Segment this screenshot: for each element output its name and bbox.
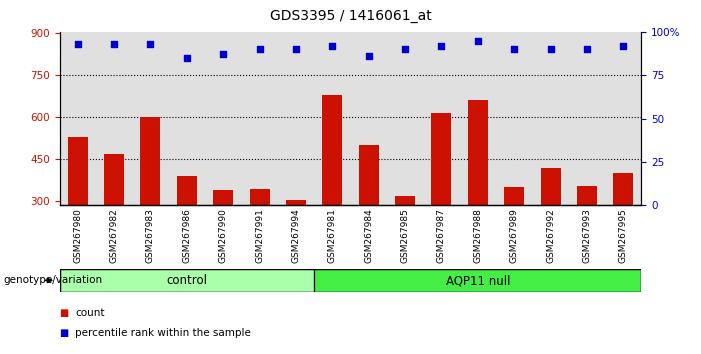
Bar [613,173,633,205]
Bar [96,32,132,205]
Bar [169,32,205,205]
Bar [286,200,306,205]
Bar [350,32,387,205]
Point [581,46,592,52]
Bar [496,32,532,205]
Bar [60,269,314,292]
Point [363,53,374,59]
Bar [395,195,415,205]
Point [254,46,265,52]
Text: percentile rank within the sample: percentile rank within the sample [75,329,251,338]
Point [327,43,338,48]
Bar [241,32,278,205]
Point [109,41,120,47]
Text: control: control [166,274,207,287]
Bar [177,176,197,205]
Bar [387,32,423,205]
Bar [314,269,641,292]
Bar [577,186,597,205]
Bar [423,32,460,205]
Point [400,46,411,52]
Bar [605,32,641,205]
Point [217,52,229,57]
Bar [278,32,314,205]
Bar [532,32,569,205]
Text: GDS3395 / 1416061_at: GDS3395 / 1416061_at [270,9,431,23]
Bar [132,32,169,205]
Bar [504,187,524,205]
Bar [460,32,496,205]
Point [182,55,193,61]
Point [72,41,83,47]
Text: ■: ■ [60,329,69,338]
Bar [540,167,561,205]
Point [508,46,519,52]
Bar [205,32,241,205]
Text: AQP11 null: AQP11 null [446,274,510,287]
Bar [140,117,161,205]
Bar [322,95,342,205]
Bar [213,190,233,205]
Bar [569,32,605,205]
Text: genotype/variation: genotype/variation [4,275,102,285]
Bar [359,145,379,205]
Point [618,43,629,48]
Point [472,38,484,44]
Bar [468,101,488,205]
Bar [314,32,350,205]
Bar [104,154,124,205]
Text: count: count [75,308,104,318]
Bar [431,113,451,205]
Bar [250,189,270,205]
Point [145,41,156,47]
Bar [68,137,88,205]
Point [545,46,556,52]
Bar [60,32,96,205]
Point [290,46,301,52]
Text: ■: ■ [60,308,69,318]
Point [436,43,447,48]
